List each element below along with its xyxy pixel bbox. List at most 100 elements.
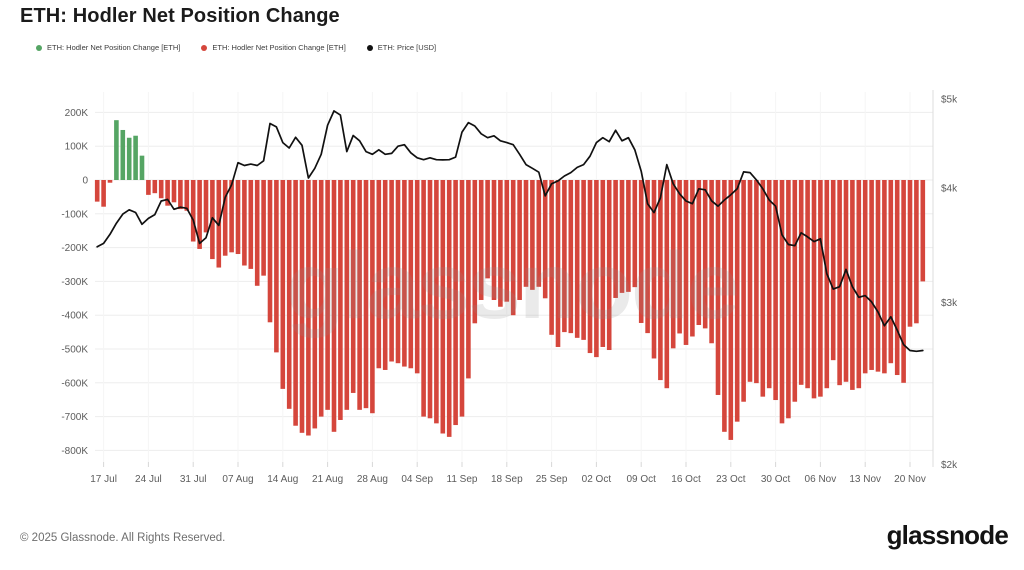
daily-bar [920, 180, 926, 282]
daily-bar [280, 180, 286, 389]
left-axis-tick-label: 100K [65, 142, 89, 153]
daily-bar [363, 180, 369, 409]
daily-bar [478, 180, 484, 300]
x-axis-tick-label: 11 Sep [447, 474, 478, 485]
combo-chart-canvas[interactable]: 200K 100K 0 -100K -200K -300K -400K -500K -600K -… [0, 58, 1024, 536]
daily-bar [702, 180, 708, 329]
daily-bar [645, 180, 650, 334]
daily-bar [133, 135, 138, 180]
page-footer: © 2025 Glassnode. All Rights Reserved. g… [0, 520, 1024, 560]
daily-bar [754, 180, 759, 384]
green-circle-dot-icon [36, 44, 42, 51]
daily-bar [894, 180, 900, 376]
daily-bar [248, 180, 254, 269]
daily-bar [530, 180, 535, 290]
daily-bar [805, 180, 810, 389]
daily-bar [568, 180, 574, 334]
daily-bar [766, 180, 772, 389]
daily-bar [453, 180, 458, 426]
daily-bar [222, 180, 228, 256]
x-axis-tick-label: 04 Sep [401, 474, 433, 485]
daily-bar [165, 180, 170, 206]
copyright-text: © 2025 Glassnode. All Rights Reserved. [20, 532, 226, 544]
daily-bar [203, 180, 209, 233]
x-axis-labels: 17 Jul 24 Jul 31 Jul 07 Aug 14 Aug 21 Aug 28 A… [90, 474, 926, 485]
daily-bar [146, 180, 151, 195]
daily-bar [862, 180, 868, 374]
daily-bar [786, 180, 791, 419]
daily-bar [875, 180, 881, 372]
legend-label: ETH: Hodler Net Position Change [ETH] [47, 43, 181, 52]
daily-bar [651, 180, 657, 359]
daily-bar [229, 180, 234, 253]
daily-bar [498, 180, 503, 307]
daily-bar [811, 180, 817, 399]
daily-bar [619, 180, 625, 293]
daily-bar [171, 180, 177, 203]
daily-bar [357, 180, 362, 410]
daily-bar [338, 180, 343, 420]
daily-bar [299, 180, 305, 433]
left-axis-tick-label: -100K [61, 209, 88, 220]
x-axis-tick-label: 13 Nov [849, 474, 881, 485]
daily-bar [107, 180, 113, 183]
daily-bar [376, 180, 382, 369]
daily-bar [709, 180, 714, 344]
daily-bar [798, 180, 804, 385]
daily-bar [242, 180, 247, 266]
daily-bar [722, 180, 727, 432]
daily-bar [101, 180, 106, 207]
daily-bar [472, 180, 478, 324]
x-axis-tick-label: 30 Oct [761, 474, 791, 485]
legend-item-hodler-negative[interactable]: ETH: Hodler Net Position Change [ETH] [201, 43, 346, 52]
daily-bar [510, 180, 516, 316]
legend-item-hodler-positive[interactable]: ETH: Hodler Net Position Change [ETH] [36, 43, 180, 52]
right-axis-tick-label: $3k [941, 298, 958, 309]
daily-bar [747, 180, 753, 382]
x-axis-tick-label: 20 Nov [894, 474, 926, 485]
daily-bar [344, 180, 350, 410]
daily-bar [434, 180, 439, 424]
left-axis-tick-label: 0 [82, 176, 88, 187]
daily-bar [677, 180, 682, 334]
left-axis-labels: 200K 100K 0 -100K -200K -300K -400K -500K -600K -… [61, 108, 88, 457]
daily-bar [882, 180, 887, 374]
daily-bar [318, 180, 324, 417]
daily-bar [734, 180, 740, 422]
daily-bar [370, 180, 375, 414]
daily-bar [427, 180, 433, 419]
daily-bar [664, 180, 670, 389]
daily-bar [824, 180, 830, 389]
daily-bar [517, 180, 522, 300]
x-axis-tick-label: 14 Aug [267, 474, 298, 485]
daily-bar [690, 180, 695, 337]
right-axis-tick-label: $5k [941, 94, 958, 105]
daily-bar [574, 180, 580, 338]
glassnode-watermark: glassnode [286, 233, 738, 339]
daily-bar [312, 180, 318, 429]
legend-label: ETH: Price [USD] [377, 43, 437, 52]
x-axis-tick-label: 02 Oct [582, 474, 612, 485]
daily-bar [440, 180, 446, 434]
daily-bar [760, 180, 766, 397]
daily-bar [523, 180, 529, 287]
x-axis-tick-label: 25 Sep [536, 474, 568, 485]
left-axis-tick-label: -300K [61, 277, 88, 288]
daily-bar [178, 180, 183, 210]
daily-bar [869, 180, 874, 370]
daily-bar [350, 180, 356, 393]
daily-bar [274, 180, 279, 353]
daily-bar [638, 180, 644, 323]
x-axis-tick-label: 23 Oct [716, 474, 746, 485]
daily-bar [830, 180, 836, 361]
left-axis-tick-label: 200K [65, 108, 89, 119]
daily-bar [408, 180, 414, 369]
left-axis-tick-label: -200K [61, 243, 88, 254]
daily-bar [94, 180, 100, 202]
daily-bar [536, 180, 542, 287]
daily-bar [549, 180, 554, 335]
daily-bar [158, 180, 164, 199]
daily-bar [658, 180, 663, 381]
legend-item-price[interactable]: ETH: Price [USD] [366, 43, 437, 52]
